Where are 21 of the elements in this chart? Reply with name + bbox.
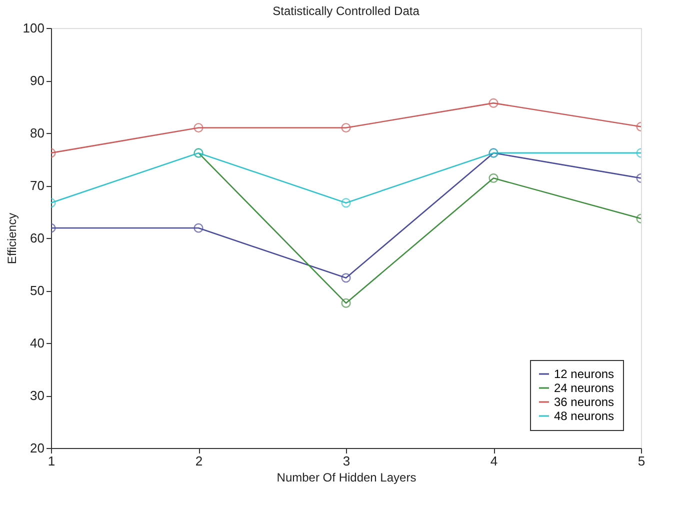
chart-title: Statistically Controlled Data [272, 4, 420, 18]
y-tick-label: 20 [30, 440, 44, 456]
y-tick-label: 90 [30, 73, 44, 88]
y-tick-label: 80 [30, 126, 44, 140]
y-axis-title: Efficiency [4, 212, 19, 264]
y-tick-label: 100 [22, 20, 44, 36]
x-tick-label: 3 [342, 454, 350, 468]
y-tick-label: 60 [30, 230, 44, 246]
y-tick-label: 40 [30, 336, 44, 350]
x-tick-label: 4 [490, 454, 498, 468]
x-tick-label: 1 [48, 454, 56, 468]
legend-label: 12 neurons [554, 367, 614, 381]
x-tick-label: 5 [638, 454, 646, 468]
x-tick-label: 2 [195, 454, 203, 468]
y-tick-label: 50 [30, 283, 44, 298]
legend-label: 24 neurons [554, 381, 614, 395]
legend-label: 36 neurons [554, 395, 614, 409]
x-axis-title: Number Of Hidden Layers [276, 470, 416, 484]
y-tick-label: 70 [30, 178, 44, 193]
y-tick-label: 30 [30, 388, 44, 403]
legend-label: 48 neurons [554, 409, 614, 423]
